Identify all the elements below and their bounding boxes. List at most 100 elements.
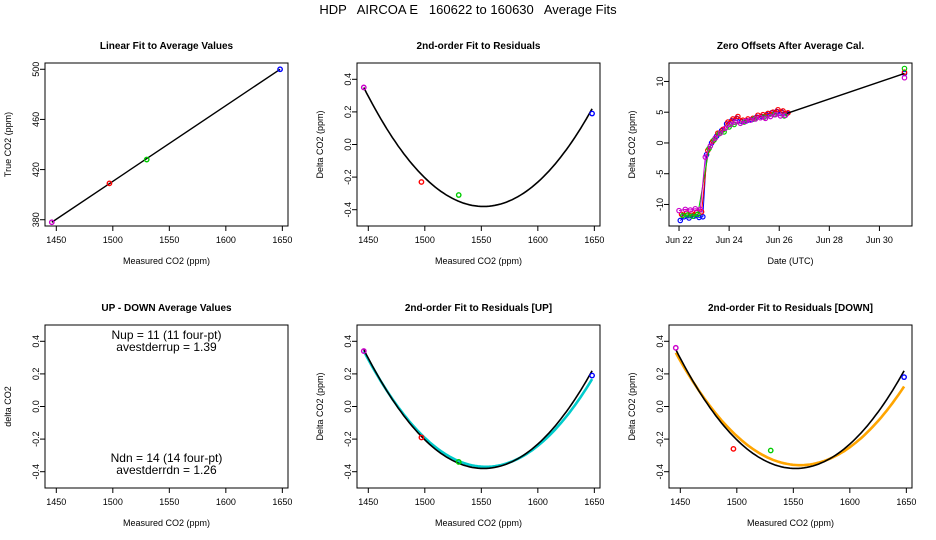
data-point <box>677 217 684 224</box>
plot-frame <box>356 324 601 489</box>
panel-residual-fit-down: 2nd-order Fit to Residuals [DOWN] 1450 150… <box>627 303 916 528</box>
x-tick-label: 1450 <box>670 497 690 507</box>
y-tick-label: 0.4 <box>343 335 353 348</box>
data-point <box>722 125 729 132</box>
y-tick-label: -0.2 <box>343 431 353 447</box>
data-point <box>48 219 55 226</box>
fit-line <box>786 72 905 115</box>
x-tick-label: 1500 <box>727 497 747 507</box>
x-tick-label: 1550 <box>471 235 491 245</box>
fit-curve-down-fit <box>674 352 906 467</box>
data-point <box>455 192 462 198</box>
y-tick-label: 0.2 <box>655 368 665 381</box>
panel-title: 2nd-order Fit to Residuals [DOWN] <box>708 303 873 314</box>
y-tick-label: 380 <box>31 212 41 227</box>
data-point <box>757 114 764 121</box>
data-point <box>455 459 462 465</box>
y-tick-label: 0.2 <box>343 106 353 119</box>
data-point <box>589 372 595 379</box>
series-line-red <box>681 109 789 215</box>
y-tick-label: 5 <box>655 110 665 115</box>
figure-title: HDP AIRCOA E 160622 to 160630 Average Fi… <box>319 2 617 17</box>
plot-area <box>672 344 907 470</box>
y-tick-label: -0.2 <box>31 431 41 447</box>
data-point <box>707 143 714 149</box>
x-tick-label: Jun 26 <box>766 235 793 245</box>
data-point <box>775 106 781 113</box>
data-point <box>695 211 701 218</box>
y-tick-label: 0.0 <box>655 400 665 413</box>
x-axis-label: Measured CO2 (ppm) <box>435 256 522 266</box>
panel-title: 2nd-order Fit to Residuals [UP] <box>405 303 552 314</box>
y-axis-label: Delta CO2 (ppm) <box>315 110 325 178</box>
plot-area <box>360 348 595 470</box>
x-tick-label: 1650 <box>584 235 604 245</box>
x-tick-label: 1650 <box>584 497 604 507</box>
x-tick-label: 1450 <box>46 235 66 245</box>
x-tick-label: 1600 <box>528 497 548 507</box>
y-tick-label: 0.2 <box>343 368 353 381</box>
data-point <box>672 344 679 351</box>
series-line-blue <box>679 111 787 221</box>
data-point <box>717 130 724 136</box>
data-point <box>742 118 749 125</box>
x-tick-label: 1550 <box>783 497 803 507</box>
data-point <box>752 116 759 122</box>
x-tick-label: 1450 <box>358 235 378 245</box>
y-tick-label: 420 <box>31 162 41 177</box>
plot-area <box>48 66 283 226</box>
x-tick-label: Jun 30 <box>866 235 893 245</box>
y-tick-label: -5 <box>655 170 665 178</box>
panel-zero-offsets: Zero Offsets After Average Cal. Jun 22 Jun… <box>627 41 913 266</box>
panel-title: Linear Fit to Average Values <box>100 41 234 52</box>
x-tick-label: 1500 <box>415 235 435 245</box>
data-point <box>676 207 682 214</box>
data-point <box>360 348 367 354</box>
data-point <box>689 213 696 219</box>
data-point <box>702 154 709 160</box>
y-tick-label: -10 <box>655 198 665 211</box>
data-point <box>106 180 113 187</box>
x-tick-label: 1500 <box>103 235 123 245</box>
series-line-green <box>682 114 785 217</box>
y-tick-label: -0.4 <box>343 464 353 480</box>
plot-frame <box>668 62 913 227</box>
y-tick-label: -0.2 <box>655 431 665 447</box>
data-point <box>692 205 699 212</box>
data-point <box>732 119 739 125</box>
series-line-magenta <box>678 114 786 212</box>
panel-up-down: UP - DOWN Average Values 1450 1500 1550 1600… <box>3 303 292 528</box>
y-tick-label: 0.0 <box>31 400 41 413</box>
data-point <box>679 212 686 219</box>
data-point <box>143 156 150 163</box>
data-point <box>697 206 704 213</box>
data-point <box>782 112 789 119</box>
y-tick-label: 10 <box>655 76 665 86</box>
annotation-text: avestderrup = 1.39 <box>116 340 217 354</box>
panel-title: Zero Offsets After Average Cal. <box>717 41 864 52</box>
data-point <box>767 113 774 120</box>
data-point <box>777 113 784 119</box>
y-tick-label: 0.4 <box>31 335 41 348</box>
data-point <box>418 434 425 441</box>
x-tick-label: Jun 22 <box>666 235 693 245</box>
fit-curve-fit <box>363 349 593 470</box>
y-axis-label: Delta CO2 (ppm) <box>627 110 637 178</box>
x-tick-label: 1450 <box>46 497 66 507</box>
data-point <box>730 445 737 452</box>
x-tick-label: 1500 <box>103 497 123 507</box>
y-axis-label: Delta CO2 (ppm) <box>315 372 325 440</box>
plot-frame <box>44 62 289 227</box>
x-tick-label: 1600 <box>216 497 236 507</box>
data-point <box>901 74 908 81</box>
data-point <box>360 84 367 91</box>
data-point <box>737 120 744 127</box>
data-point <box>277 66 283 73</box>
x-tick-label: Jun 24 <box>716 235 743 245</box>
x-tick-label: Jun 28 <box>816 235 843 245</box>
x-tick-label: 1550 <box>159 497 179 507</box>
data-point <box>712 135 719 141</box>
data-point <box>767 447 774 454</box>
y-tick-label: -0.4 <box>343 202 353 218</box>
y-tick-label: -0.4 <box>655 464 665 480</box>
